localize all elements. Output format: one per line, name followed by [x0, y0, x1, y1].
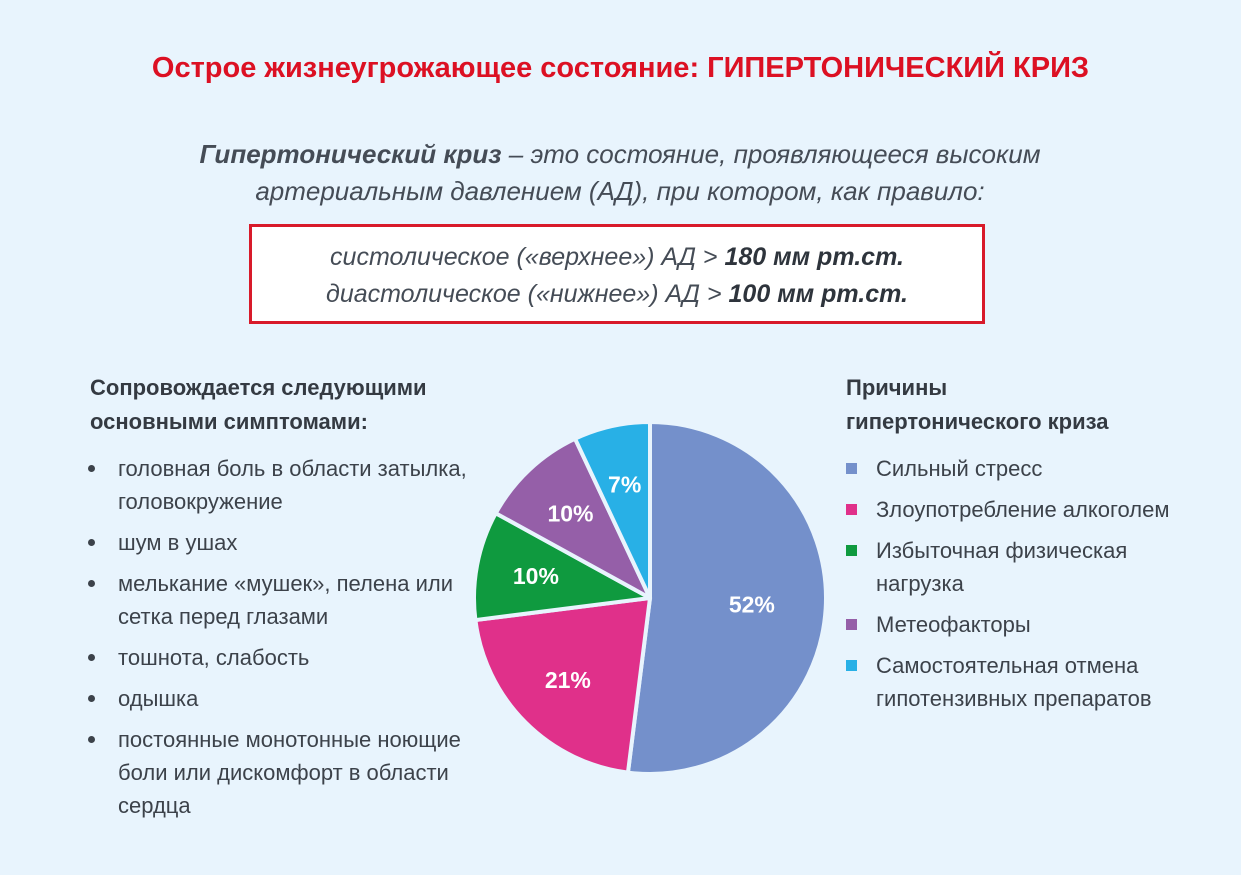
legend-swatch: [846, 660, 857, 671]
legend-label: Самостоятельная отмена гипотензивных пре…: [876, 653, 1152, 711]
criteria-box: систолическое («верхнее») АД > 180 мм рт…: [249, 224, 985, 324]
symptom-text: шум в ушах: [118, 530, 238, 555]
legend-label: Злоупотребление алкоголем: [876, 497, 1170, 522]
legend-swatch: [846, 545, 857, 556]
symptoms-heading: Сопровождается следующими основными симп…: [90, 371, 490, 439]
symptoms-list: головная боль в области затылка, головок…: [86, 452, 496, 830]
pie-slice-label: 10%: [513, 563, 559, 589]
list-item: постоянные монотонные ноющие боли или ди…: [86, 723, 496, 822]
bullet-icon: [88, 465, 95, 472]
pie-slice-label: 10%: [547, 500, 593, 526]
pie-slice: [573, 420, 652, 600]
definition-line2: артериальным давлением (АД), при котором…: [255, 176, 985, 206]
diastolic-criterion: диастолическое («нижнее») АД > 100 мм рт…: [252, 276, 982, 313]
causes-heading-line1: Причины: [846, 375, 948, 400]
list-item: тошнота, слабость: [86, 641, 496, 674]
symptom-text: тошнота, слабость: [118, 645, 310, 670]
list-item: одышка: [86, 682, 496, 715]
definition-line1: – это состояние, проявляющееся высоким: [501, 139, 1041, 169]
causes-heading-line2: гипертонического криза: [846, 409, 1109, 434]
bullet-icon: [88, 580, 95, 587]
page-title: Острое жизнеугрожающее состояние: ГИПЕРТ…: [151, 52, 1090, 84]
bullet-icon: [88, 654, 95, 661]
legend-label: Избыточная физическая нагрузка: [876, 538, 1128, 596]
definition-term: Гипертонический криз: [199, 139, 502, 169]
pie-slice-label: 52%: [729, 591, 775, 617]
legend-item: Избыточная физическая нагрузка: [846, 534, 1216, 600]
pie-slice: [625, 420, 828, 776]
symptoms-heading-line2: основными симптомами:: [90, 409, 368, 434]
legend-label: Сильный стресс: [876, 456, 1043, 481]
definition-text: Гипертонический криз – это состояние, пр…: [120, 136, 1120, 210]
list-item: мелькание «мушек», пелена или сетка пере…: [86, 567, 496, 633]
legend-item: Злоупотребление алкоголем: [846, 493, 1216, 526]
legend-swatch: [846, 463, 857, 474]
legend-label: Метеофакторы: [876, 612, 1031, 637]
symptom-text: головная боль в области затылка, головок…: [118, 456, 467, 514]
systolic-text: систолическое («верхнее») АД >: [330, 243, 725, 271]
bullet-icon: [88, 736, 95, 743]
symptom-text: постоянные монотонные ноющие боли или ди…: [118, 727, 461, 818]
symptoms-heading-line1: Сопровождается следующими: [90, 375, 427, 400]
symptom-text: одышка: [118, 686, 199, 711]
pie-slice: [472, 511, 652, 623]
legend-item: Метеофакторы: [846, 608, 1216, 641]
causes-pie-chart: 52% 21% 10% 10% 7%: [472, 420, 828, 776]
pie-slice-label: 7%: [608, 472, 641, 498]
pie-slice-label: 21%: [545, 667, 591, 693]
list-item: головная боль в области затылка, головок…: [86, 452, 496, 518]
symptom-text: мелькание «мушек», пелена или сетка пере…: [118, 571, 454, 629]
causes-heading: Причины гипертонического криза: [846, 371, 1206, 439]
legend-swatch: [846, 619, 857, 630]
bullet-icon: [88, 539, 95, 546]
list-item: шум в ушах: [86, 526, 496, 559]
pie-slice: [473, 596, 652, 775]
legend-swatch: [846, 504, 857, 515]
bullet-icon: [88, 695, 95, 702]
systolic-value: 180 мм рт.ст.: [724, 243, 904, 271]
systolic-criterion: систолическое («верхнее») АД > 180 мм рт…: [252, 239, 982, 276]
diastolic-value: 100 мм рт.ст.: [728, 280, 908, 308]
causes-legend: Сильный стресс Злоупотребление алкоголем…: [846, 452, 1216, 723]
legend-item: Сильный стресс: [846, 452, 1216, 485]
pie-slice: [493, 436, 652, 600]
legend-item: Самостоятельная отмена гипотензивных пре…: [846, 649, 1216, 715]
diastolic-text: диастолическое («нижнее») АД >: [326, 280, 729, 308]
